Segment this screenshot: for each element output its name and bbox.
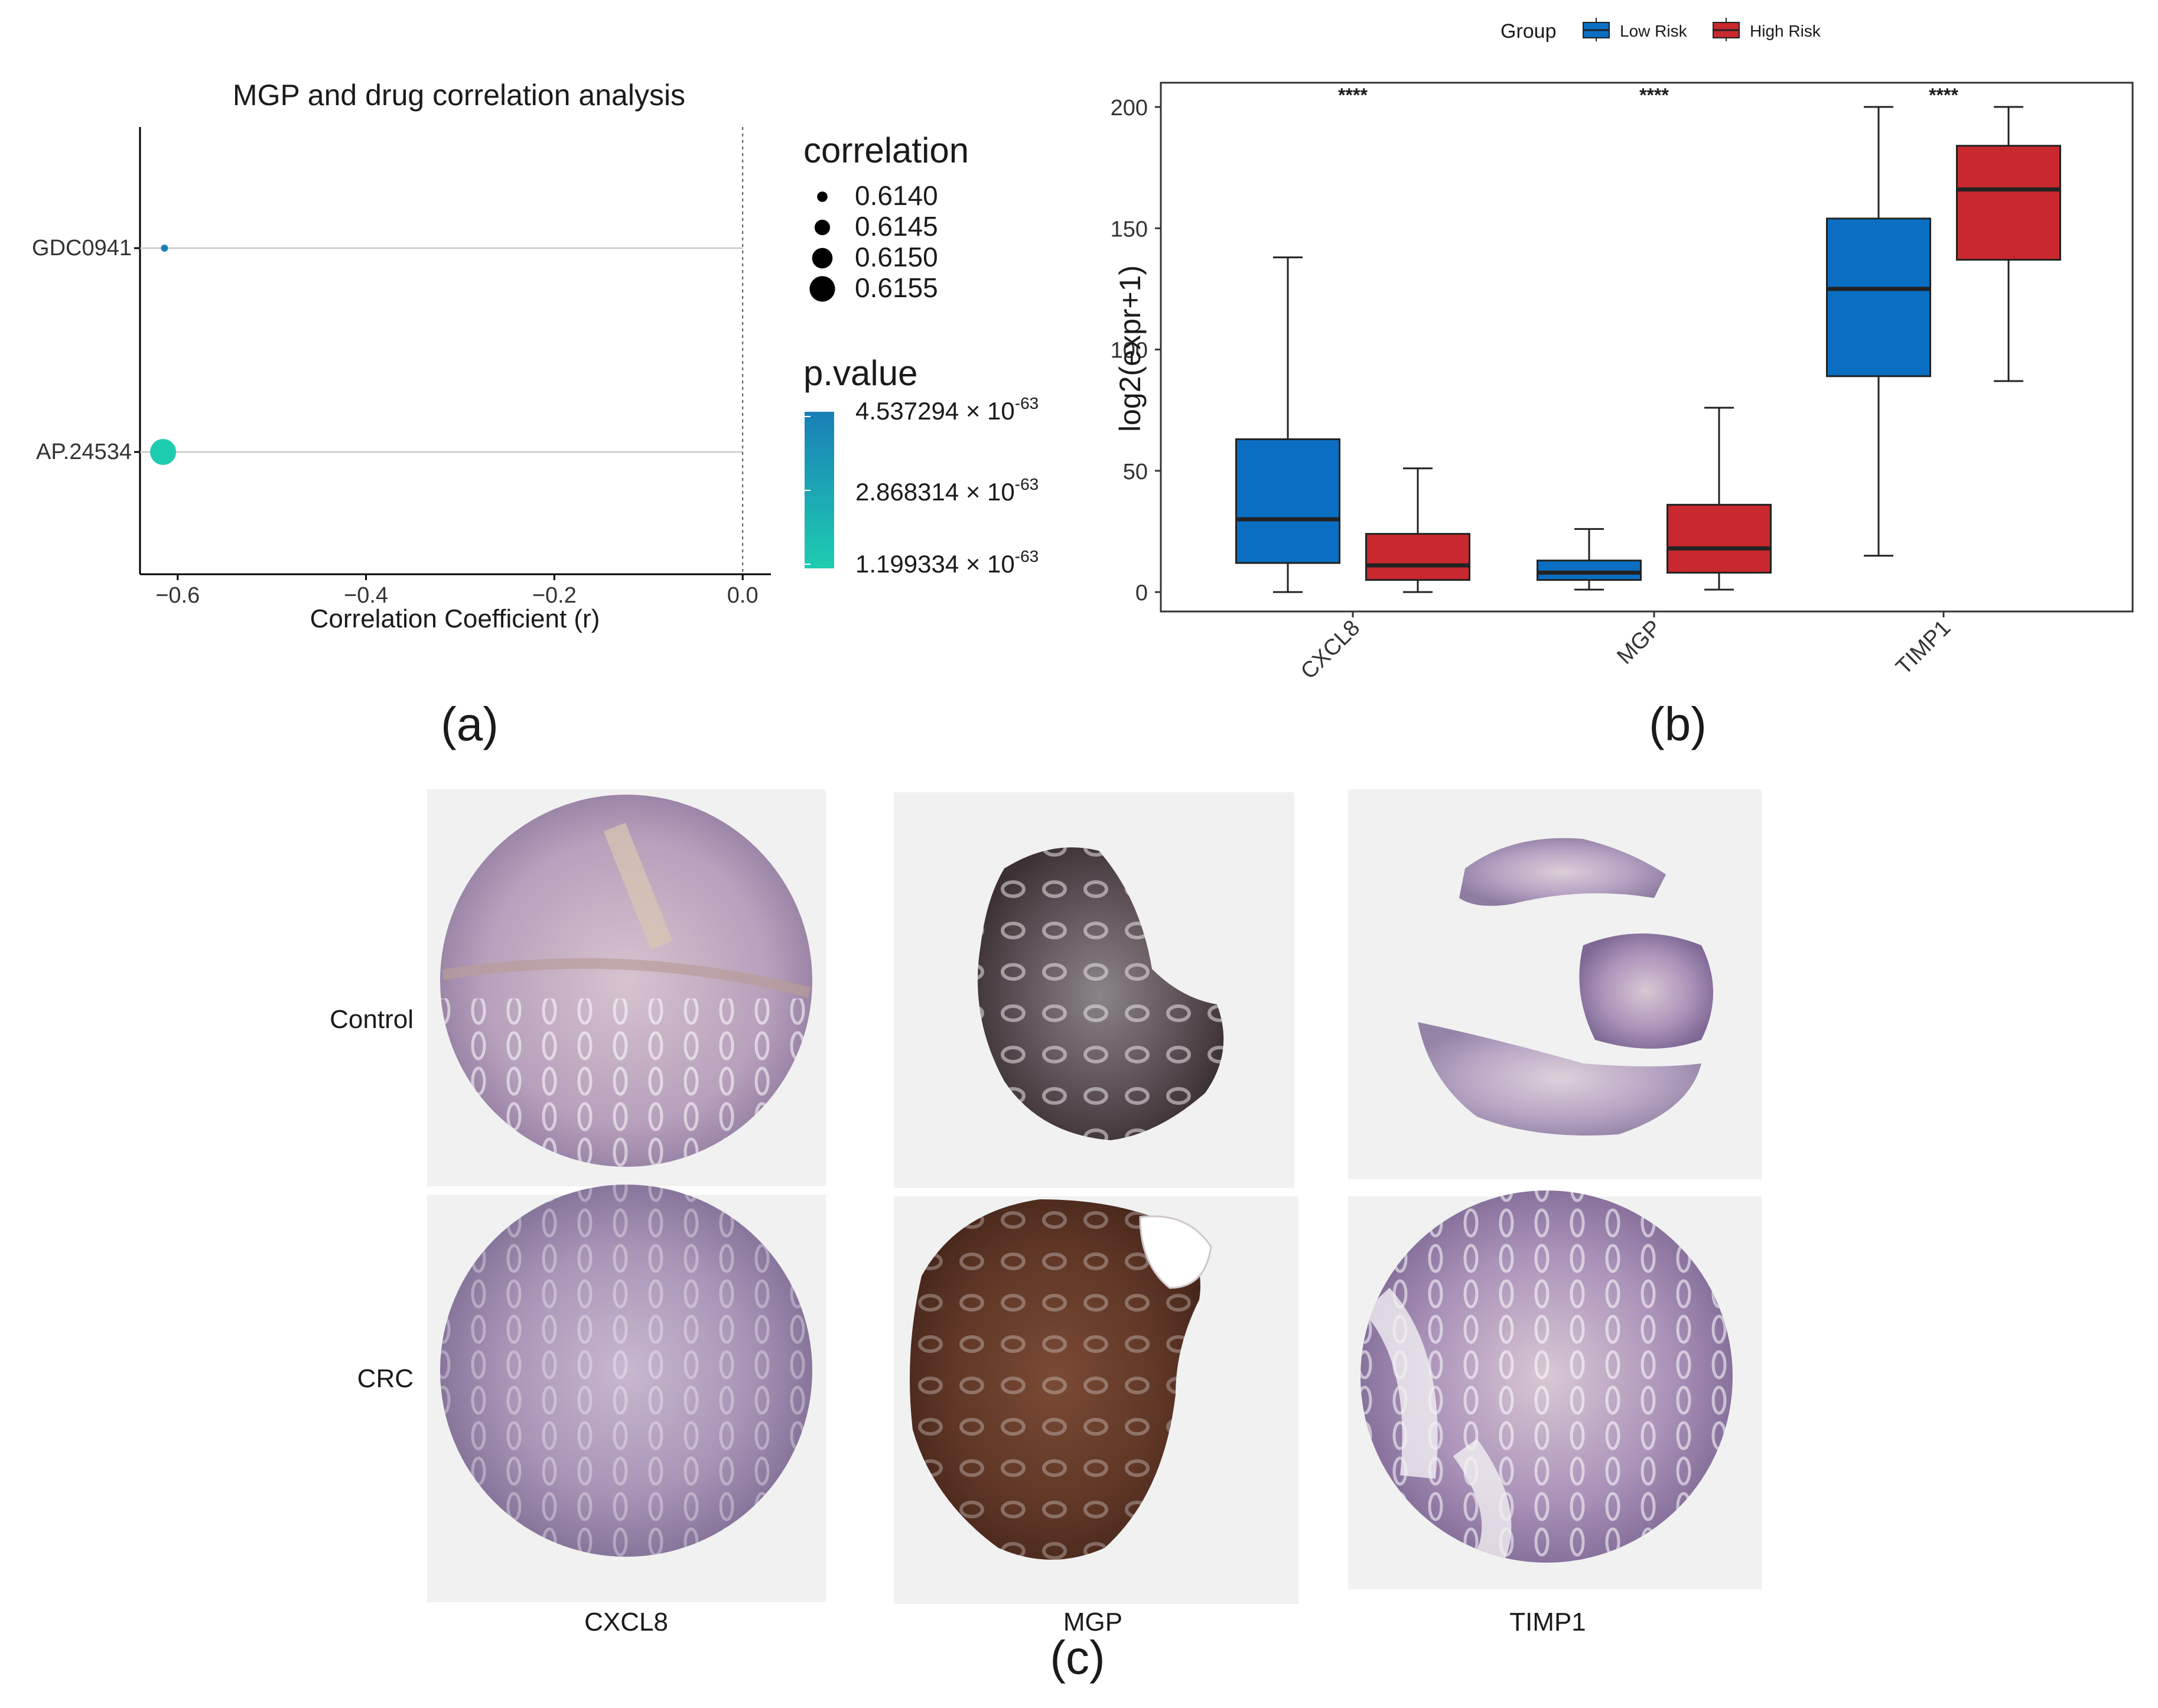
- size-legend-dot: [817, 191, 828, 202]
- size-legend-dot: [814, 219, 831, 236]
- color-legend-title: p.value: [803, 353, 917, 393]
- size-legend-dot: [812, 248, 833, 269]
- chart-b-significance-label: ****: [1338, 84, 1368, 106]
- chart-b-legend-item: High Risk: [1713, 18, 1821, 41]
- chart-b-box: [1365, 467, 1470, 593]
- size-legend-label: 0.6155: [855, 272, 938, 303]
- chart-b-significance: **** **** ****: [1338, 84, 1958, 106]
- chart-b-box-body: [1956, 145, 2061, 261]
- chart-b-box: [1956, 106, 2061, 382]
- chart-a-gridlines: [140, 247, 743, 453]
- chart-a-x-tick-label: −0.2: [532, 583, 577, 608]
- chart-b-box-body: [1666, 503, 1772, 574]
- chart-b-box-body: [1826, 217, 1931, 378]
- chart-a-x-ticks: −0.6 −0.4 −0.2 0.0: [155, 574, 759, 608]
- chart-b-significance-label: ****: [1929, 84, 1958, 106]
- chart-b-y-tick-label: 50: [1123, 460, 1148, 484]
- chart-b-box: [1537, 528, 1642, 591]
- chart-a-y-tick-label: AP.24534: [36, 440, 132, 464]
- chart-b-boxes: [1235, 106, 2061, 593]
- chart-b-y-tick-label: 0: [1135, 581, 1148, 606]
- chart-b-box: [1666, 406, 1772, 591]
- ihc-image-control-cxcl8: [427, 789, 826, 1186]
- chart-b-y-tick-label: 100: [1111, 339, 1148, 363]
- chart-a-points: [150, 245, 177, 465]
- ihc-col-label-timp1: TIMP1: [1509, 1608, 1586, 1637]
- size-legend-title: correlation: [803, 131, 969, 170]
- ihc-image-control-mgp: [894, 792, 1294, 1188]
- color-legend: 4.537294 × 10-63 2.868314 × 10-63 1.199334…: [805, 394, 1039, 578]
- chart-b-significance-label: ****: [1639, 84, 1669, 106]
- panel-b: Group Low Risk High Risk 0 50 100 150 200 CXC…: [1111, 18, 2134, 750]
- chart-b-plot-frame: [1160, 82, 2134, 613]
- chart-a-x-label: Correlation Coefficient (r): [310, 604, 600, 633]
- size-legend-dot: [809, 276, 835, 302]
- chart-a-point: [150, 439, 177, 465]
- chart-b-x-tick-label: TIMP1: [1892, 616, 1956, 680]
- chart-b-legend: Group Low Risk High Risk: [1500, 18, 1821, 43]
- chart-b-y-label: log2(expr+1): [1114, 265, 1147, 432]
- chart-b-box-body: [1235, 438, 1340, 564]
- chart-b-box-body: [1365, 533, 1470, 581]
- chart-b-legend-title: Group: [1500, 20, 1557, 43]
- chart-a-y-ticks: GDC0941 AP.24534: [32, 236, 140, 464]
- ihc-col-label-cxcl8: CXCL8: [584, 1608, 668, 1637]
- ihc-col-label-mgp: MGP: [1063, 1608, 1122, 1637]
- panel-a-label: (a): [441, 698, 499, 750]
- panel-b-label: (b): [1649, 698, 1707, 750]
- chart-b-box: [1235, 256, 1340, 593]
- chart-b-y-tick-label: 200: [1111, 96, 1148, 121]
- size-legend-label: 0.6145: [855, 211, 938, 242]
- chart-b-x-tick-label: CXCL8: [1296, 616, 1365, 684]
- chart-a-point: [161, 245, 168, 252]
- ihc-image-crc-cxcl8: [427, 1185, 826, 1602]
- chart-b-legend-item: Low Risk: [1583, 18, 1688, 41]
- chart-a-x-tick-label: 0.0: [727, 583, 759, 608]
- ihc-row-label-crc: CRC: [357, 1364, 414, 1393]
- chart-b-box-body: [1537, 559, 1642, 581]
- chart-a-x-tick-label: −0.4: [344, 583, 388, 608]
- chart-a-title: MGP and drug correlation analysis: [233, 79, 685, 112]
- ihc-image-crc-mgp: [894, 1196, 1298, 1604]
- panel-c-label: (c): [1050, 1631, 1105, 1684]
- chart-b-x-ticks: CXCL8 MGP TIMP1: [1296, 611, 1955, 684]
- color-legend-label: 4.537294 × 10-63: [855, 394, 1039, 425]
- chart-a-y-tick-label: GDC0941: [32, 236, 132, 261]
- panel-c: Control CRC CXCL8 MGP TIMP1: [330, 789, 1762, 1684]
- color-legend-label: 1.199334 × 10-63: [855, 547, 1039, 578]
- chart-b-x-tick-label: MGP: [1612, 616, 1666, 669]
- ihc-row-label-control: Control: [330, 1005, 414, 1034]
- chart-b-y-tick-label: 150: [1111, 217, 1148, 242]
- chart-b-legend-label: High Risk: [1750, 22, 1821, 40]
- size-legend-label: 0.6150: [855, 242, 938, 272]
- ihc-image-crc-timp1: [1348, 1190, 1762, 1589]
- chart-b-y-ticks: 0 50 100 150 200: [1111, 96, 1161, 606]
- chart-b-box: [1826, 106, 1931, 557]
- chart-b-legend-label: Low Risk: [1620, 22, 1688, 40]
- color-legend-label: 2.868314 × 10-63: [855, 475, 1039, 506]
- size-legend-label: 0.6140: [855, 180, 938, 211]
- chart-a-x-tick-label: −0.6: [155, 583, 200, 608]
- panel-a: MGP and drug correlation analysis −0.6 −0…: [32, 79, 1039, 750]
- ihc-image-control-timp1: [1348, 789, 1762, 1179]
